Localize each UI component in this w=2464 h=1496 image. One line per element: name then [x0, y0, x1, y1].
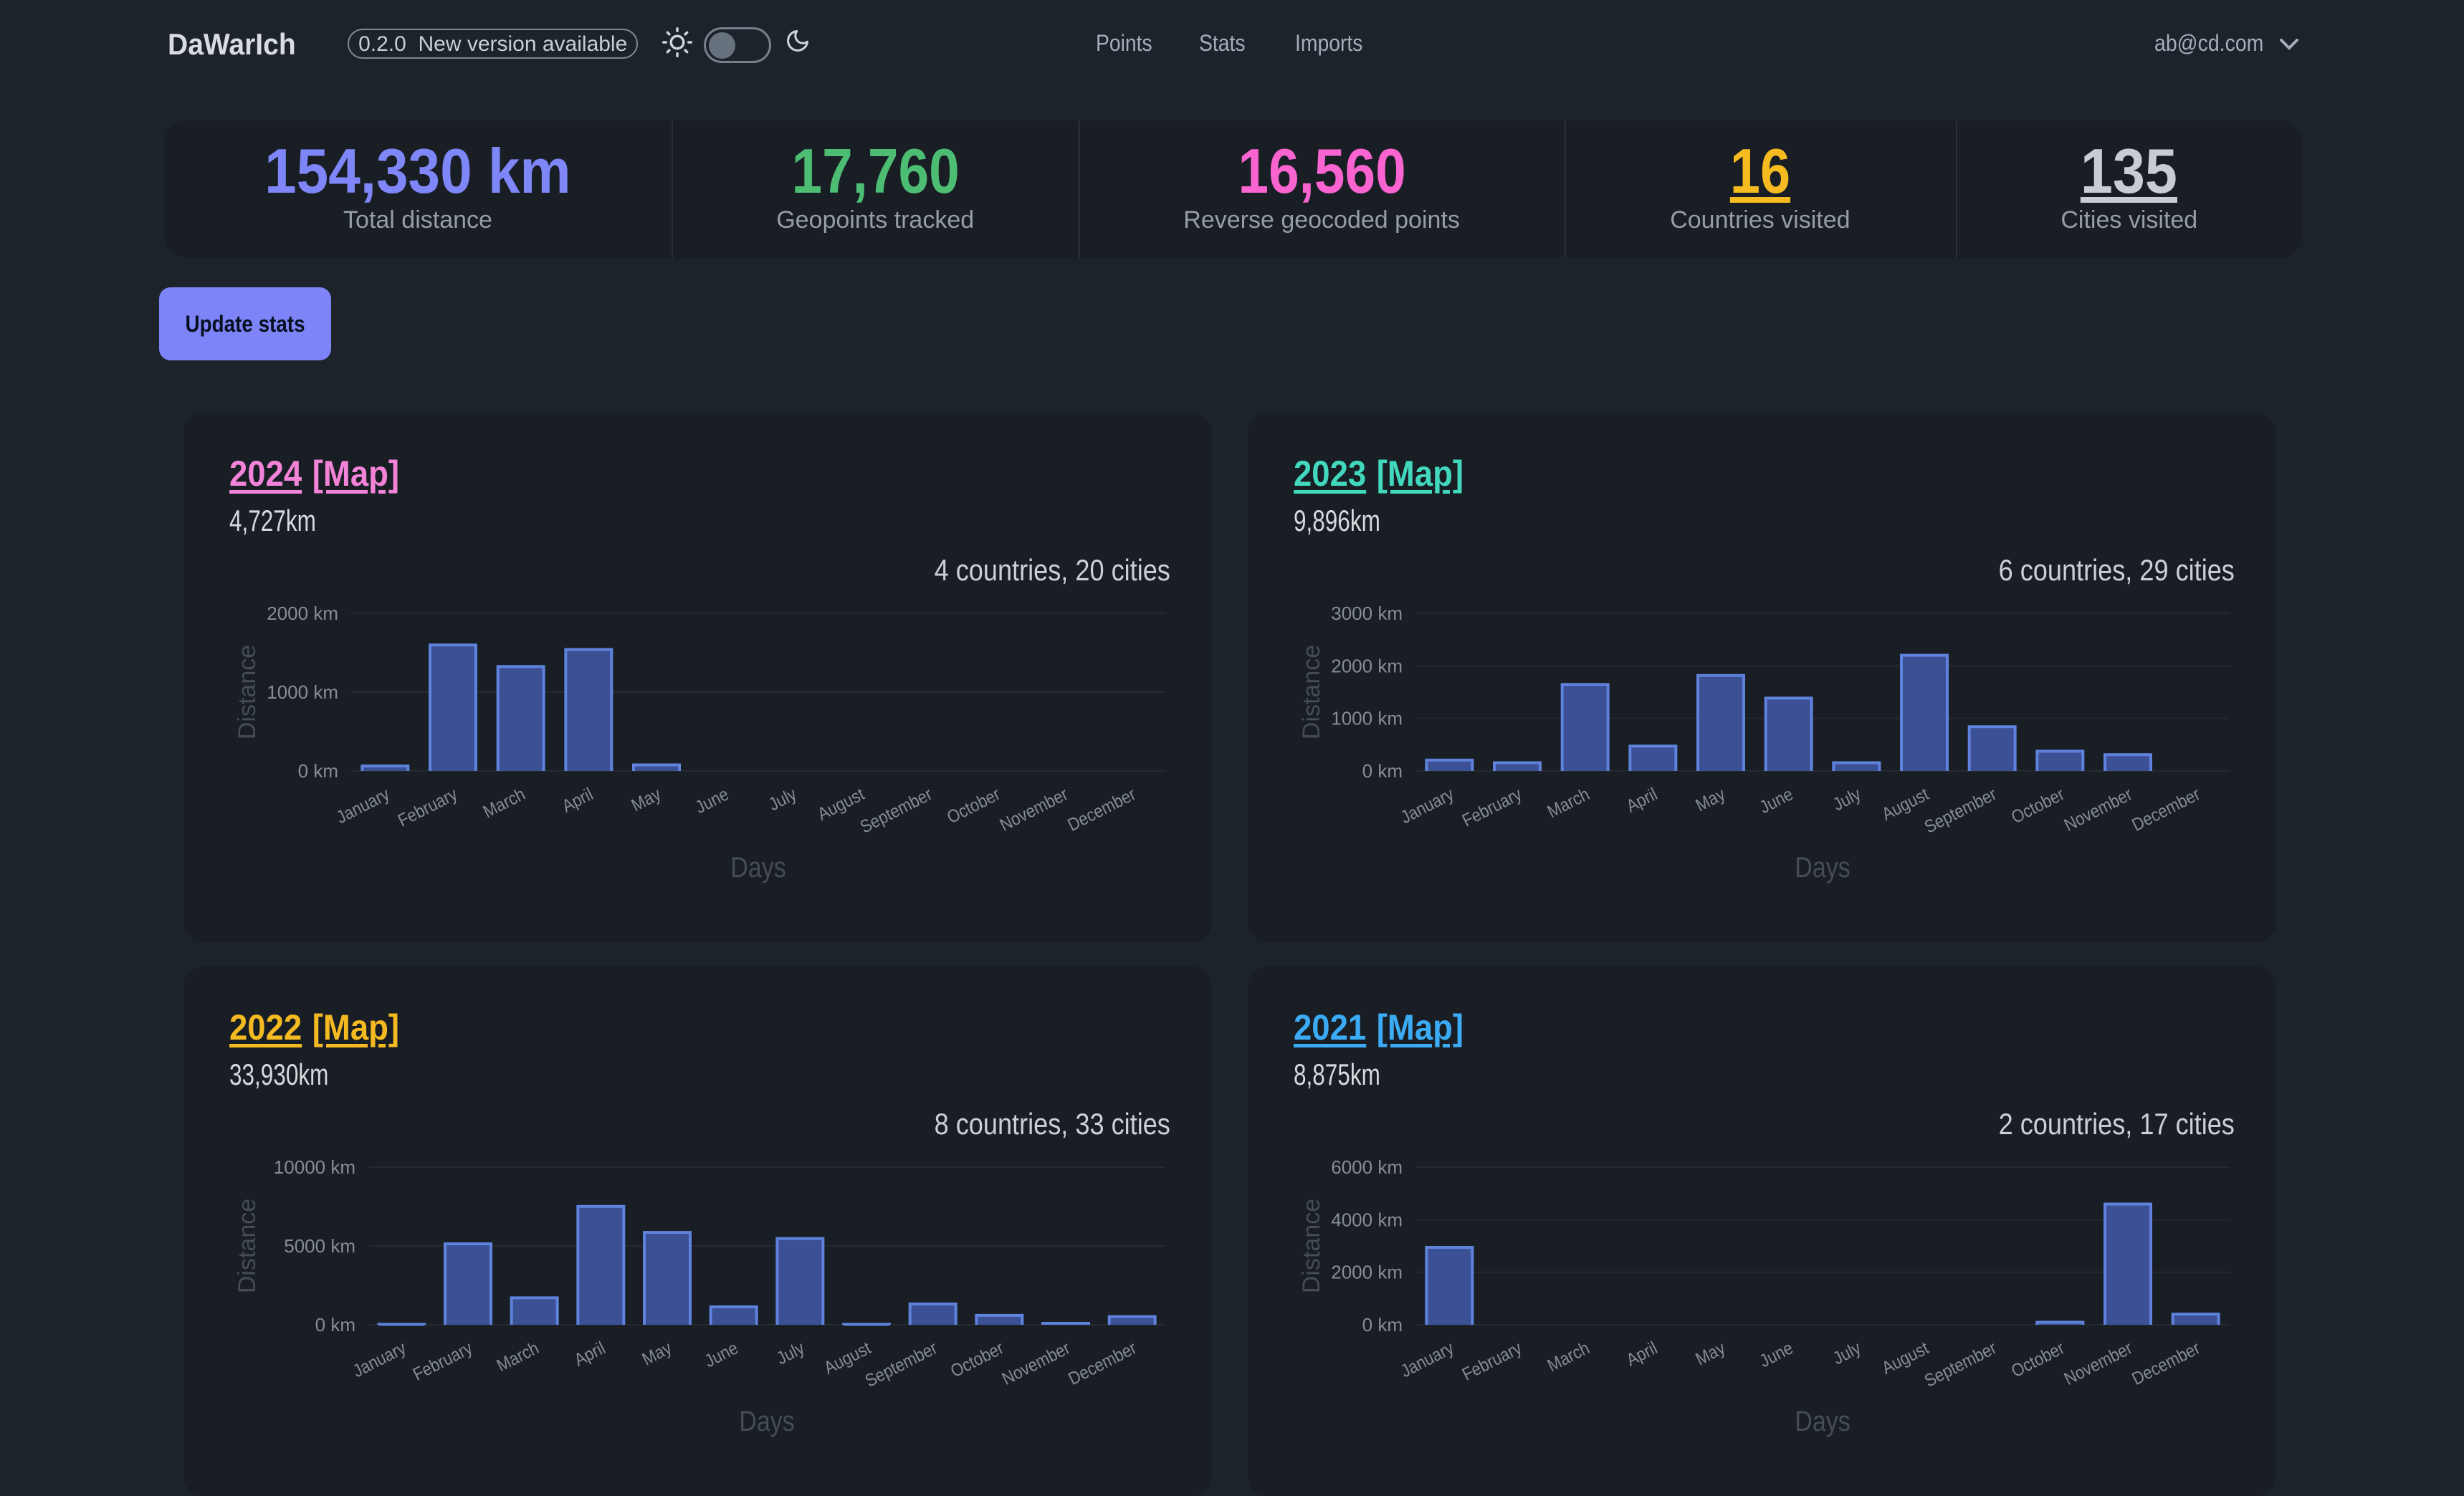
svg-text:1000 km: 1000 km: [1331, 708, 1403, 729]
svg-text:Distance: Distance: [234, 1199, 261, 1293]
svg-text:November: November: [999, 1338, 1074, 1389]
svg-text:March: March: [1544, 1338, 1593, 1376]
svg-text:October: October: [2008, 785, 2068, 828]
svg-text:December: December: [1066, 1338, 1140, 1389]
svg-text:June: June: [692, 785, 732, 817]
svg-text:March: March: [1544, 785, 1593, 823]
svg-text:Distance: Distance: [234, 645, 261, 739]
svg-text:July: July: [1830, 1338, 1864, 1369]
svg-text:2000 km: 2000 km: [1331, 1262, 1403, 1283]
svg-text:2000 km: 2000 km: [267, 603, 338, 624]
svg-text:November: November: [997, 785, 1071, 835]
svg-text:Days: Days: [739, 1404, 794, 1437]
svg-text:January: January: [350, 1338, 409, 1381]
svg-text:May: May: [639, 1338, 675, 1370]
svg-text:0 km: 0 km: [1362, 760, 1403, 782]
svg-text:September: September: [1921, 1338, 2000, 1391]
svg-text:February: February: [1459, 785, 1525, 831]
svg-text:October: October: [2008, 1338, 2068, 1381]
svg-text:6000 km: 6000 km: [1331, 1156, 1403, 1178]
svg-text:June: June: [702, 1338, 741, 1371]
svg-text:10000 km: 10000 km: [274, 1156, 355, 1178]
svg-text:0 km: 0 km: [1362, 1314, 1403, 1336]
svg-text:September: September: [857, 785, 936, 838]
svg-text:December: December: [1065, 785, 1140, 835]
svg-text:September: September: [1921, 785, 2000, 838]
svg-text:Days: Days: [730, 850, 785, 883]
svg-text:April: April: [1623, 785, 1661, 817]
svg-text:May: May: [1693, 1338, 1729, 1370]
svg-text:April: April: [571, 1338, 608, 1371]
svg-text:Days: Days: [1795, 1404, 1850, 1437]
svg-text:October: October: [944, 785, 1003, 828]
svg-text:May: May: [629, 785, 664, 816]
svg-text:June: June: [1757, 785, 1796, 817]
svg-text:Days: Days: [1795, 850, 1850, 883]
svg-text:March: March: [480, 785, 529, 823]
svg-text:March: March: [494, 1338, 543, 1376]
svg-text:Distance: Distance: [1298, 645, 1325, 739]
svg-text:July: July: [765, 785, 800, 815]
svg-text:January: January: [1398, 785, 1457, 828]
svg-text:October: October: [947, 1338, 1007, 1381]
svg-text:4000 km: 4000 km: [1331, 1209, 1403, 1230]
svg-text:November: November: [2061, 785, 2136, 835]
svg-text:February: February: [410, 1338, 476, 1385]
svg-text:Distance: Distance: [1298, 1199, 1325, 1293]
svg-text:September: September: [862, 1338, 941, 1391]
svg-text:5000 km: 5000 km: [284, 1235, 355, 1257]
svg-text:2000 km: 2000 km: [1331, 655, 1403, 676]
svg-text:0 km: 0 km: [315, 1314, 355, 1336]
svg-text:1000 km: 1000 km: [267, 681, 338, 703]
svg-text:April: April: [1623, 1338, 1661, 1371]
svg-text:November: November: [2061, 1338, 2136, 1389]
svg-text:May: May: [1693, 785, 1729, 816]
svg-text:December: December: [2129, 785, 2204, 835]
svg-text:January: January: [1398, 1338, 1457, 1381]
svg-text:July: July: [773, 1338, 808, 1369]
svg-text:3000 km: 3000 km: [1331, 603, 1403, 624]
svg-text:February: February: [395, 785, 461, 831]
svg-text:June: June: [1757, 1338, 1796, 1371]
svg-text:0 km: 0 km: [298, 760, 338, 782]
svg-text:December: December: [2129, 1338, 2204, 1389]
svg-text:April: April: [559, 785, 596, 817]
svg-text:July: July: [1830, 785, 1864, 815]
svg-text:February: February: [1459, 1338, 1525, 1385]
svg-text:January: January: [333, 785, 393, 828]
